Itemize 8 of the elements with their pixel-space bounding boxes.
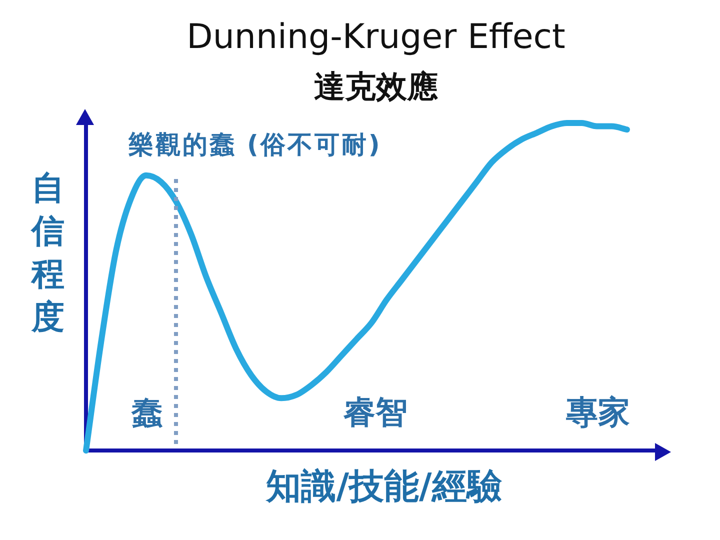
annotation: 樂觀的蠢 (俗不可耐) [127, 130, 382, 160]
y-axis-title: 自信程度 [30, 167, 66, 338]
annotation: 睿智 [342, 392, 408, 431]
x-axis-title: 知識/技能/經驗 [264, 467, 503, 507]
annotation: 專家 [565, 392, 630, 431]
chart-subtitle: 達克效應 [313, 69, 439, 105]
annotation: 蠢 [130, 395, 164, 432]
chart-title: Dunning-Kruger Effect [186, 17, 566, 57]
